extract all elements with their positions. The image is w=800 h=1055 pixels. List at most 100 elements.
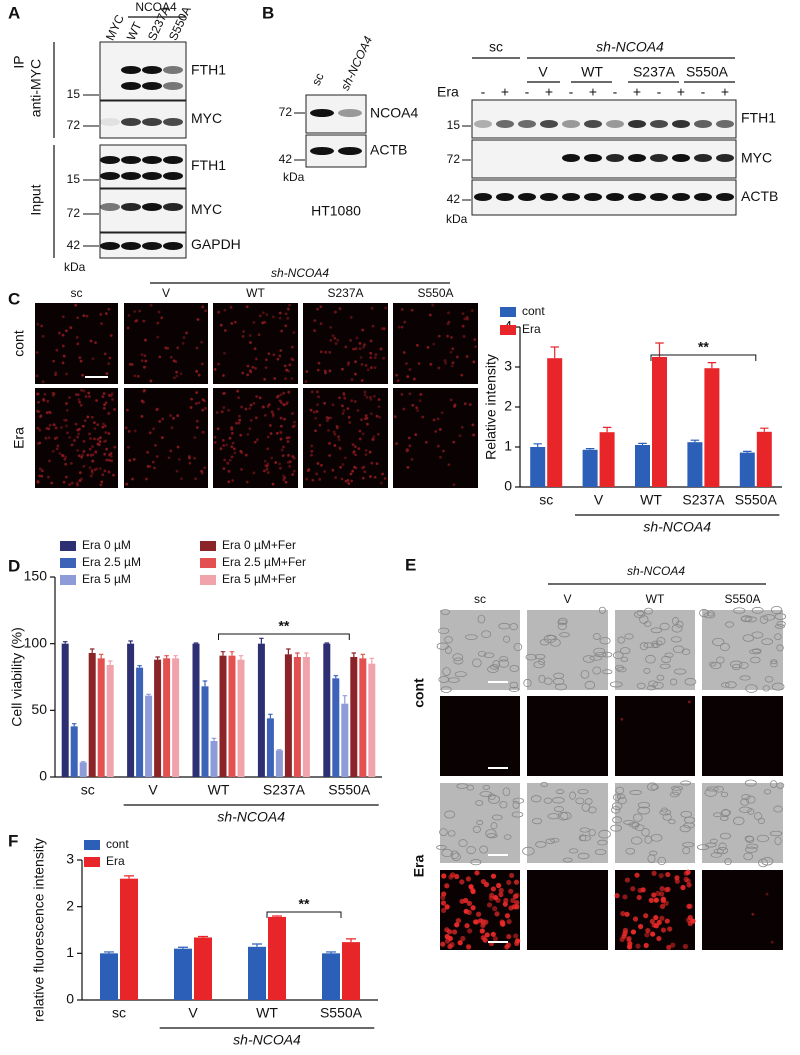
cell xyxy=(156,407,159,411)
cell xyxy=(490,822,498,830)
cell xyxy=(232,447,236,451)
cell xyxy=(95,467,99,471)
cell xyxy=(763,789,772,795)
cell xyxy=(363,393,367,397)
micrograph xyxy=(699,605,787,693)
bar xyxy=(266,718,274,777)
cell xyxy=(759,615,769,624)
x-tick-label: S237A xyxy=(263,782,306,798)
cell xyxy=(716,847,729,855)
cell xyxy=(138,309,142,313)
cell xyxy=(513,933,519,939)
cell xyxy=(530,795,542,803)
y-tick-label: 3 xyxy=(504,358,512,374)
cell xyxy=(244,407,248,411)
cell xyxy=(101,422,105,426)
cell xyxy=(176,445,180,449)
cell xyxy=(213,367,217,371)
cell xyxy=(76,483,79,487)
cell xyxy=(60,454,64,457)
y-tick-label: 2 xyxy=(66,897,74,913)
group-label: sh-NCOA4 xyxy=(643,519,711,535)
micrograph xyxy=(522,781,611,863)
cell xyxy=(103,352,107,356)
cell xyxy=(202,399,206,403)
cell xyxy=(316,462,320,465)
cell xyxy=(363,343,366,347)
marker-label: 72 xyxy=(67,118,81,132)
cell xyxy=(708,661,717,667)
cell xyxy=(509,664,520,672)
cell xyxy=(325,416,329,419)
cell xyxy=(93,437,96,441)
cell xyxy=(612,793,621,801)
bar xyxy=(79,762,87,777)
cell xyxy=(252,471,256,475)
cell xyxy=(557,617,568,625)
cell xyxy=(148,431,152,435)
cell xyxy=(287,453,290,457)
cell xyxy=(543,797,553,804)
cell xyxy=(447,943,453,950)
cell xyxy=(354,372,357,376)
cell xyxy=(203,466,207,470)
cell xyxy=(270,456,274,460)
blot-band xyxy=(562,154,580,162)
micrograph-bg xyxy=(393,388,478,488)
cell xyxy=(310,444,314,448)
cell xyxy=(378,415,382,419)
band-label: ACTB xyxy=(370,142,407,158)
cell xyxy=(85,314,89,318)
cell xyxy=(721,682,730,688)
cell xyxy=(156,335,160,339)
cell xyxy=(611,802,623,810)
cell xyxy=(195,426,199,429)
micrograph xyxy=(124,388,208,488)
cell xyxy=(103,424,107,428)
blot-band xyxy=(142,172,162,180)
cell xyxy=(169,355,173,359)
cell xyxy=(154,444,157,447)
error-bar xyxy=(164,655,169,659)
error-bar xyxy=(220,651,226,656)
bar xyxy=(172,658,180,777)
cell xyxy=(102,406,106,410)
cell xyxy=(79,359,83,363)
cell xyxy=(52,423,56,427)
y-tick-label: 1 xyxy=(504,438,512,454)
cell xyxy=(674,878,680,884)
cell xyxy=(215,411,219,414)
error-bar xyxy=(89,648,95,653)
micrograph-bg xyxy=(124,303,208,384)
bar xyxy=(201,686,209,777)
lane-label: WT xyxy=(124,19,145,42)
cell xyxy=(514,904,520,910)
cell xyxy=(396,379,400,383)
cell xyxy=(358,341,362,345)
cell xyxy=(113,445,117,449)
cell xyxy=(263,377,267,381)
cell xyxy=(130,363,134,366)
cell xyxy=(94,450,98,454)
cell xyxy=(292,331,296,334)
cell xyxy=(254,357,258,361)
cell xyxy=(710,852,722,858)
cell xyxy=(55,436,59,440)
cell xyxy=(338,446,342,450)
cell xyxy=(51,393,55,397)
cell xyxy=(233,451,237,455)
cell xyxy=(533,661,545,669)
cell xyxy=(656,636,666,646)
cell xyxy=(630,836,643,845)
cell xyxy=(361,432,365,436)
cell xyxy=(738,806,752,813)
cell xyxy=(222,392,226,395)
error-bar xyxy=(286,648,291,655)
cell xyxy=(364,364,368,367)
cell xyxy=(126,408,129,412)
cell xyxy=(90,469,94,473)
legend-label: Era 5 µM xyxy=(82,572,131,586)
cell xyxy=(462,335,466,338)
cell xyxy=(363,470,367,474)
cell xyxy=(274,461,278,464)
